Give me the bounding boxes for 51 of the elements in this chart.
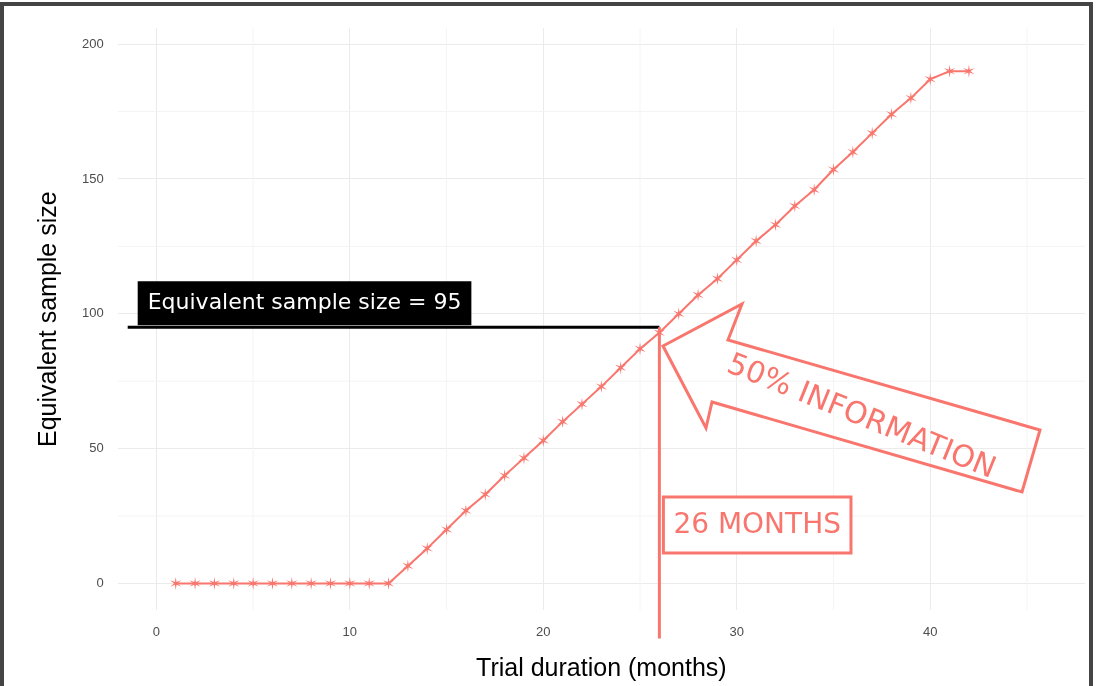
point bbox=[885, 107, 898, 121]
point bbox=[208, 576, 221, 590]
point bbox=[595, 380, 607, 394]
point bbox=[382, 576, 395, 590]
point bbox=[363, 576, 375, 590]
point bbox=[479, 487, 491, 501]
ref-line-label: 26 MONTHS bbox=[673, 507, 841, 541]
y-tick-label: 50 bbox=[89, 440, 104, 456]
point bbox=[460, 504, 472, 518]
x-tick-label: 0 bbox=[152, 623, 160, 639]
x-axis-title: Trial duration (months) bbox=[476, 652, 727, 681]
point bbox=[615, 361, 627, 375]
point bbox=[827, 163, 840, 177]
y-axis-title: Equivalent sample size bbox=[32, 191, 61, 448]
point bbox=[537, 434, 549, 448]
point bbox=[518, 451, 530, 465]
point bbox=[421, 541, 433, 555]
x-tick-label: 30 bbox=[729, 623, 744, 639]
x-tick-label: 10 bbox=[342, 623, 358, 639]
ref-line-label: Equivalent sample size = 95 bbox=[147, 289, 462, 315]
point bbox=[924, 72, 936, 86]
x-tick-label: 40 bbox=[923, 623, 938, 639]
point bbox=[943, 64, 956, 78]
point bbox=[905, 91, 917, 105]
point bbox=[673, 307, 685, 321]
point bbox=[286, 576, 298, 590]
point bbox=[440, 523, 453, 537]
point bbox=[769, 218, 782, 232]
point bbox=[402, 559, 414, 573]
point bbox=[305, 576, 317, 590]
y-tick-label: 150 bbox=[81, 170, 104, 186]
point bbox=[866, 126, 878, 140]
y-tick-label: 0 bbox=[96, 575, 104, 591]
point bbox=[498, 469, 511, 483]
point bbox=[266, 576, 279, 590]
point bbox=[692, 288, 704, 302]
y-tick-label: 100 bbox=[81, 305, 104, 321]
point bbox=[808, 183, 820, 197]
y-tick-label: 200 bbox=[81, 35, 104, 51]
point bbox=[963, 64, 975, 78]
point bbox=[847, 145, 859, 159]
point bbox=[344, 576, 356, 590]
point bbox=[711, 272, 724, 286]
x-tick-label: 20 bbox=[536, 623, 551, 639]
point bbox=[170, 576, 182, 590]
point bbox=[557, 415, 569, 429]
point bbox=[789, 199, 801, 213]
point bbox=[324, 576, 337, 590]
point bbox=[228, 576, 240, 590]
point bbox=[750, 234, 762, 248]
point bbox=[731, 253, 743, 267]
